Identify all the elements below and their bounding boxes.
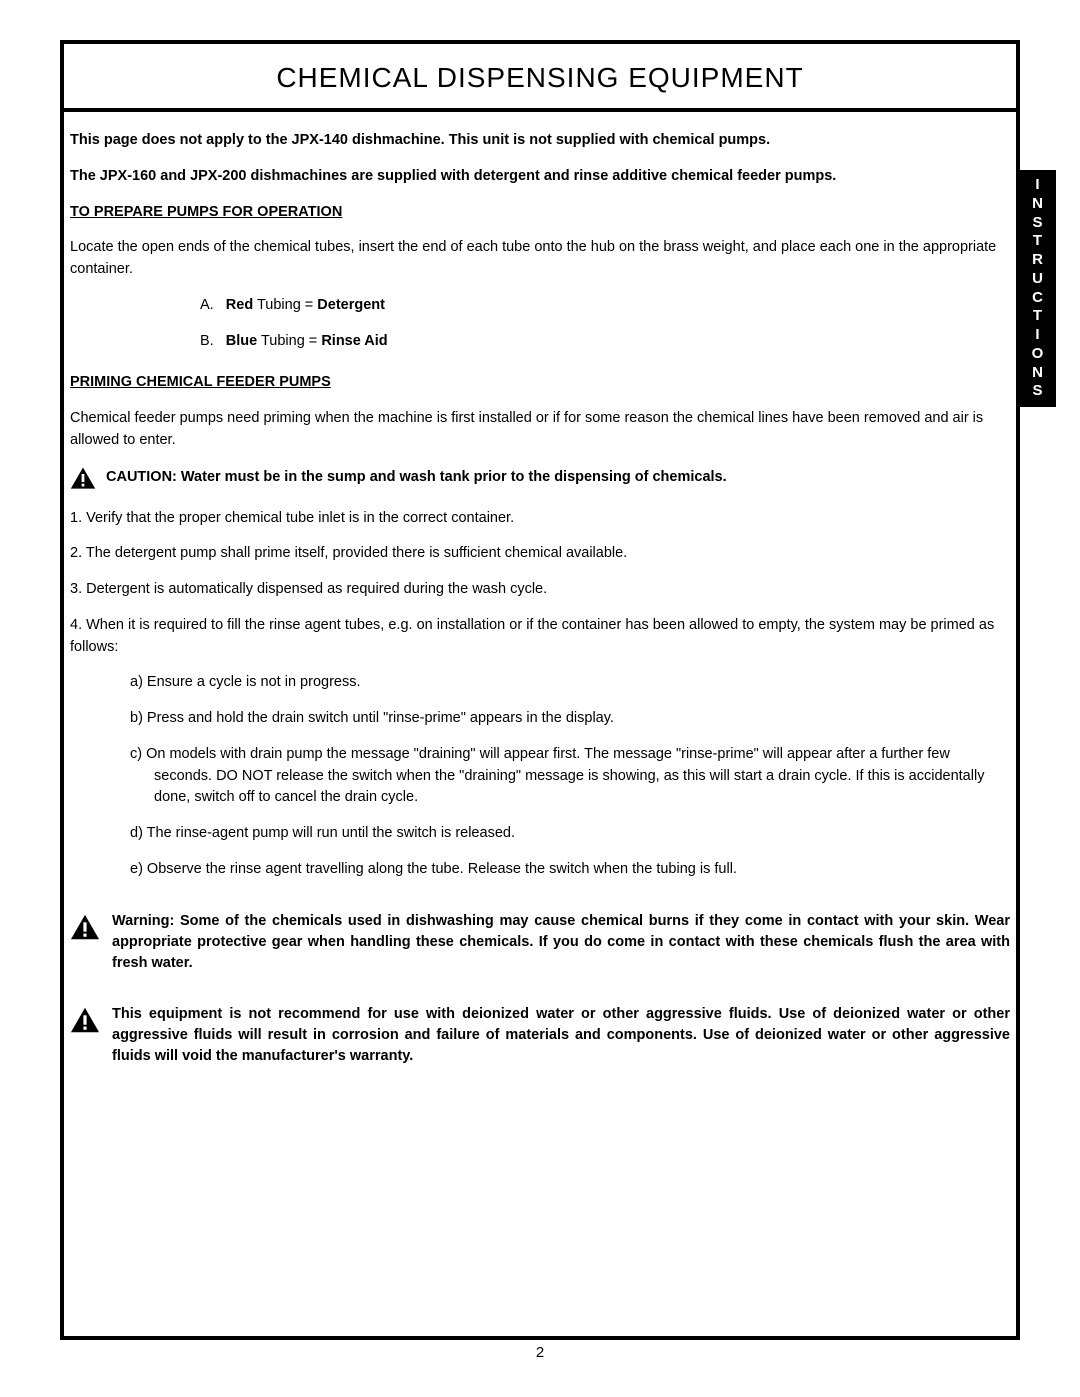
numbered-steps: 1. Verify that the proper chemical tube … [70,508,1010,659]
side-tab-letter: S [1020,214,1056,233]
page-frame: CHEMICAL DISPENSING EQUIPMENT This page … [60,40,1020,1340]
substep-b: b) Press and hold the drain switch until… [130,708,1010,730]
side-tab-letter: N [1020,364,1056,383]
document-page: CHEMICAL DISPENSING EQUIPMENT This page … [0,0,1080,1397]
caution-text: CAUTION: Water must be in the sump and w… [106,467,727,489]
side-tab-letter: T [1020,232,1056,251]
warning-block-1: Warning: Some of the chemicals used in d… [70,911,1010,974]
side-tab-letter: I [1020,326,1056,345]
tubing-a-color: Red [226,297,253,313]
tubing-b-color: Blue [226,333,257,349]
substep-a: a) Ensure a cycle is not in progress. [130,672,1010,694]
tubing-a-mid: Tubing = [253,297,317,313]
side-tab-letter: S [1020,382,1056,401]
content-body: This page does not apply to the JPX-140 … [64,112,1016,1079]
side-tab-letter: T [1020,307,1056,326]
side-tab-letter: O [1020,345,1056,364]
substep-e: e) Observe the rinse agent travelling al… [130,859,1010,881]
step-2: 2. The detergent pump shall prime itself… [70,543,1010,565]
prepare-body: Locate the open ends of the chemical tub… [70,237,1010,281]
warning-1-text: Warning: Some of the chemicals used in d… [112,911,1010,974]
side-tab-letter: C [1020,289,1056,308]
warning-block-2: This equipment is not recommend for use … [70,1004,1010,1067]
tubing-b-val: Rinse Aid [321,333,387,349]
intro-line-1: This page does not apply to the JPX-140 … [70,130,1010,152]
intro-line-2: The JPX-160 and JPX-200 dishmachines are… [70,166,1010,188]
caution-row: CAUTION: Water must be in the sump and w… [70,466,1010,490]
sub-steps: a) Ensure a cycle is not in progress. b)… [130,672,1010,880]
tubing-a-label: A. [200,297,214,313]
tubing-b-mid: Tubing = [257,333,321,349]
substep-c: c) On models with drain pump the message… [130,744,1010,809]
side-tab-letter: I [1020,176,1056,195]
tubing-item-b: B. Blue Tubing = Rinse Aid [200,331,1010,353]
step-3: 3. Detergent is automatically dispensed … [70,579,1010,601]
prepare-heading: TO PREPARE PUMPS FOR OPERATION [70,202,1010,224]
warning-triangle-icon [70,913,100,941]
title-bar: CHEMICAL DISPENSING EQUIPMENT [64,44,1016,112]
step-4: 4. When it is required to fill the rinse… [70,615,1010,659]
step-1: 1. Verify that the proper chemical tube … [70,508,1010,530]
tubing-item-a: A. Red Tubing = Detergent [200,295,1010,317]
tubing-b-label: B. [200,333,214,349]
side-tab-letter: R [1020,251,1056,270]
priming-body: Chemical feeder pumps need priming when … [70,408,1010,452]
substep-d: d) The rinse-agent pump will run until t… [130,823,1010,845]
page-title: CHEMICAL DISPENSING EQUIPMENT [64,62,1016,94]
side-tab-letter: N [1020,195,1056,214]
tubing-list: A. Red Tubing = Detergent B. Blue Tubing… [200,295,1010,353]
warning-triangle-icon [70,1006,100,1034]
warning-2-text: This equipment is not recommend for use … [112,1004,1010,1067]
side-tab-instructions: I N S T R U C T I O N S [1020,170,1056,407]
side-tab-letter: U [1020,270,1056,289]
priming-heading: PRIMING CHEMICAL FEEDER PUMPS [70,372,1010,394]
tubing-a-val: Detergent [317,297,385,313]
page-number: 2 [0,1344,1080,1361]
warning-triangle-icon [70,466,96,490]
